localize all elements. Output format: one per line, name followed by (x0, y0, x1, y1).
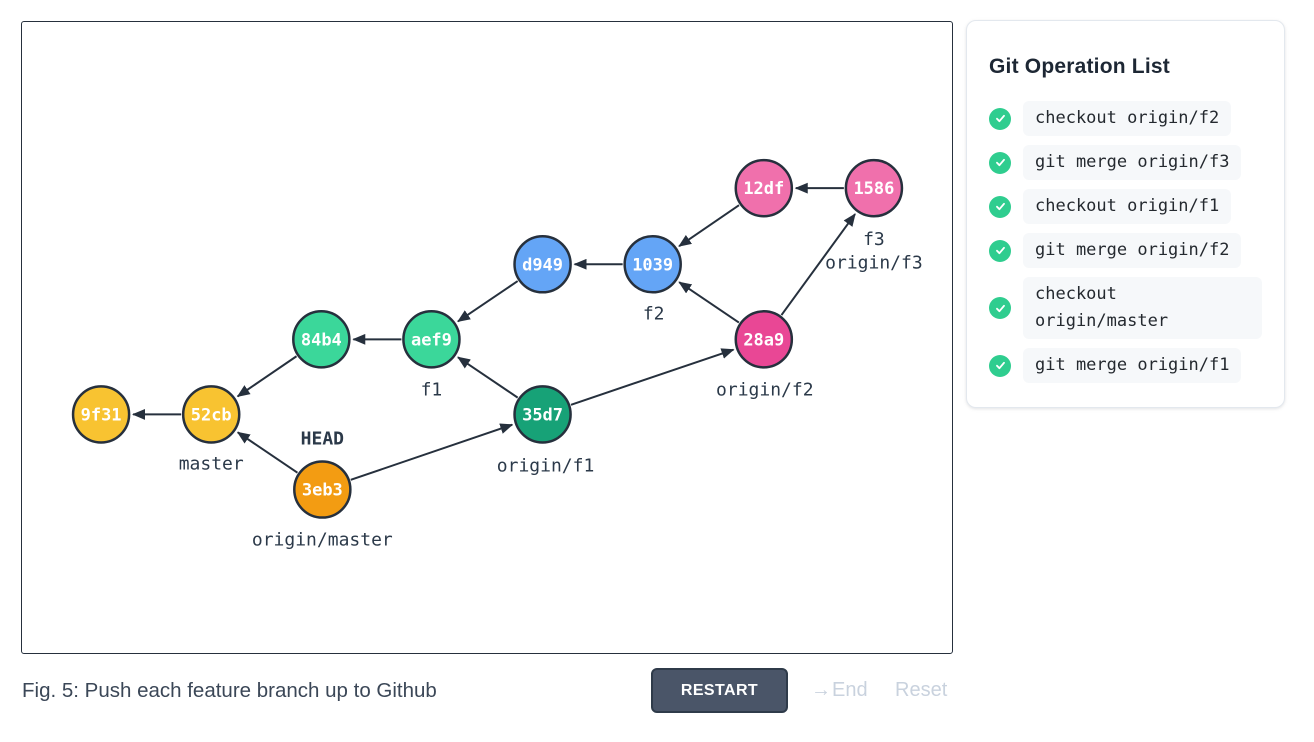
reset-button[interactable]: Reset (895, 679, 948, 701)
check-circle-icon (989, 151, 1011, 174)
commit-hash-label: 3eb3 (302, 481, 343, 501)
operation-item: git merge origin/f1 (989, 348, 1262, 383)
commit-node-35d7: 35d7 (513, 385, 572, 444)
operation-command: checkout origin/f2 (1023, 101, 1232, 136)
commit-hash-label: 35d7 (522, 405, 563, 425)
commit-hash-label: 52cb (191, 405, 232, 425)
commit-node-52cb: 52cb (181, 385, 241, 444)
commit-node-28a9: 28a9 (734, 310, 794, 369)
git-operation-panel: Git Operation List checkout origin/f2 git… (966, 20, 1285, 408)
figure-caption: Fig. 5: Push each feature branch up to G… (22, 679, 437, 702)
edge-35d7-aef9 (457, 356, 519, 399)
edge-12df-1039 (678, 204, 740, 247)
operation-item: git merge origin/f2 (989, 233, 1262, 268)
check-circle-icon (989, 239, 1011, 262)
commit-node-9f31: 9f31 (71, 385, 131, 444)
commit-hash-label: 12df (743, 179, 784, 199)
edge-28a9-1586 (780, 213, 856, 316)
panel-title: Git Operation List (989, 55, 1170, 78)
edge-d949-aef9 (457, 280, 519, 323)
operation-list: checkout origin/f2 git merge origin/f3 che… (989, 101, 1262, 383)
commit-node-12df: 12df (734, 158, 794, 218)
end-label: End (832, 679, 868, 701)
commit-hash-label: 1039 (632, 255, 673, 275)
edge-3eb3-52cb (236, 431, 298, 474)
edge-35d7-28a9 (570, 348, 735, 406)
commit-node-3eb3: 3eb3 (293, 460, 352, 519)
operation-command: checkout origin/master (1023, 277, 1262, 339)
operation-item: checkout origin/master (989, 277, 1262, 339)
check-circle-icon (989, 354, 1011, 377)
edge-84b4-52cb (236, 355, 298, 398)
commit-node-84b4: 84b4 (292, 310, 351, 369)
commit-hash-label: 1586 (853, 179, 894, 199)
ref-label-f1: f1 (421, 379, 443, 400)
commit-hash-label: 9f31 (81, 405, 122, 425)
commit-node-d949: d949 (513, 234, 572, 294)
check-circle-icon (989, 107, 1011, 130)
operation-command: git merge origin/f1 (1023, 348, 1242, 383)
git-commit-graph: 9f31 52cb 3eb3 84b4 aef9 35d7 d949 1039 12df 1586… (71, 158, 923, 551)
commit-node-1039: 1039 (623, 234, 682, 294)
git-graph-canvas: 9f31 52cb 3eb3 84b4 aef9 35d7 d949 1039 12df 1586… (21, 21, 953, 654)
commit-node-1586: 1586 (844, 158, 904, 218)
ref-label-master: master (179, 453, 244, 474)
commit-node-aef9: aef9 (402, 310, 461, 369)
ref-label-origin-f2: origin/f2 (716, 379, 814, 400)
commit-hash-label: aef9 (411, 330, 452, 350)
check-circle-icon (989, 297, 1011, 319)
edge-28a9-1039 (678, 281, 740, 324)
operation-item: git merge origin/f3 (989, 145, 1262, 180)
restart-button[interactable]: RESTART (651, 668, 788, 713)
ref-label-f3: f3 (863, 229, 885, 250)
operation-item: checkout origin/f1 (989, 189, 1262, 224)
operation-command: git merge origin/f3 (1023, 145, 1242, 180)
ref-label-origin-f1: origin/f1 (497, 455, 595, 476)
commit-hash-label: 28a9 (743, 330, 784, 350)
ref-label-f2: f2 (643, 303, 665, 324)
arrow-right-icon: → (811, 679, 831, 701)
operation-item: checkout origin/f2 (989, 101, 1262, 136)
operation-command: checkout origin/f1 (1023, 189, 1232, 224)
ref-label-origin-f3: origin/f3 (825, 252, 923, 273)
ref-label-origin-master: origin/master (252, 530, 393, 551)
edge-3eb3-35d7 (350, 423, 514, 481)
operation-command: git merge origin/f2 (1023, 233, 1242, 268)
end-button[interactable]: → End (811, 679, 868, 702)
commit-hash-label: d949 (522, 255, 563, 275)
ref-label-HEAD: HEAD (301, 428, 345, 449)
commit-hash-label: 84b4 (301, 330, 342, 350)
check-circle-icon (989, 195, 1011, 218)
